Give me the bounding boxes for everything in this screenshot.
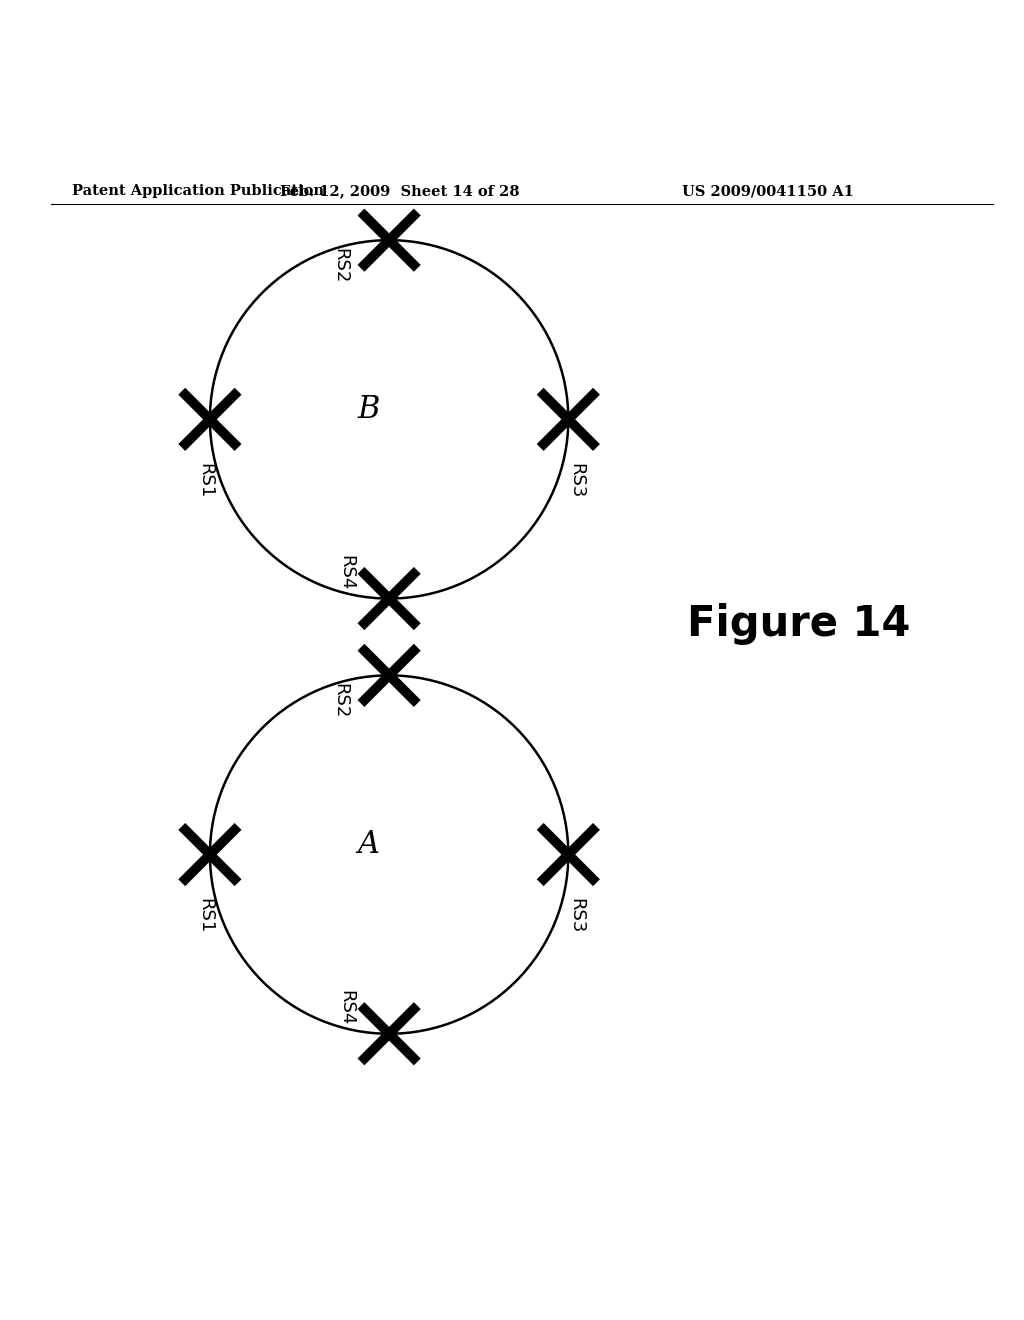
Text: RS4: RS4 [337, 556, 355, 590]
Text: A: A [357, 829, 380, 859]
Text: Patent Application Publication: Patent Application Publication [72, 183, 324, 198]
Text: RS1: RS1 [196, 463, 214, 499]
Text: Figure 14: Figure 14 [687, 603, 910, 645]
Text: RS2: RS2 [331, 248, 349, 284]
Text: RS1: RS1 [196, 899, 214, 933]
Text: RS3: RS3 [567, 463, 586, 499]
Text: RS2: RS2 [331, 684, 349, 718]
Text: RS3: RS3 [567, 899, 586, 933]
Text: RS4: RS4 [337, 990, 355, 1026]
Text: US 2009/0041150 A1: US 2009/0041150 A1 [682, 183, 854, 198]
Text: B: B [357, 393, 380, 425]
Text: Feb. 12, 2009  Sheet 14 of 28: Feb. 12, 2009 Sheet 14 of 28 [280, 183, 519, 198]
